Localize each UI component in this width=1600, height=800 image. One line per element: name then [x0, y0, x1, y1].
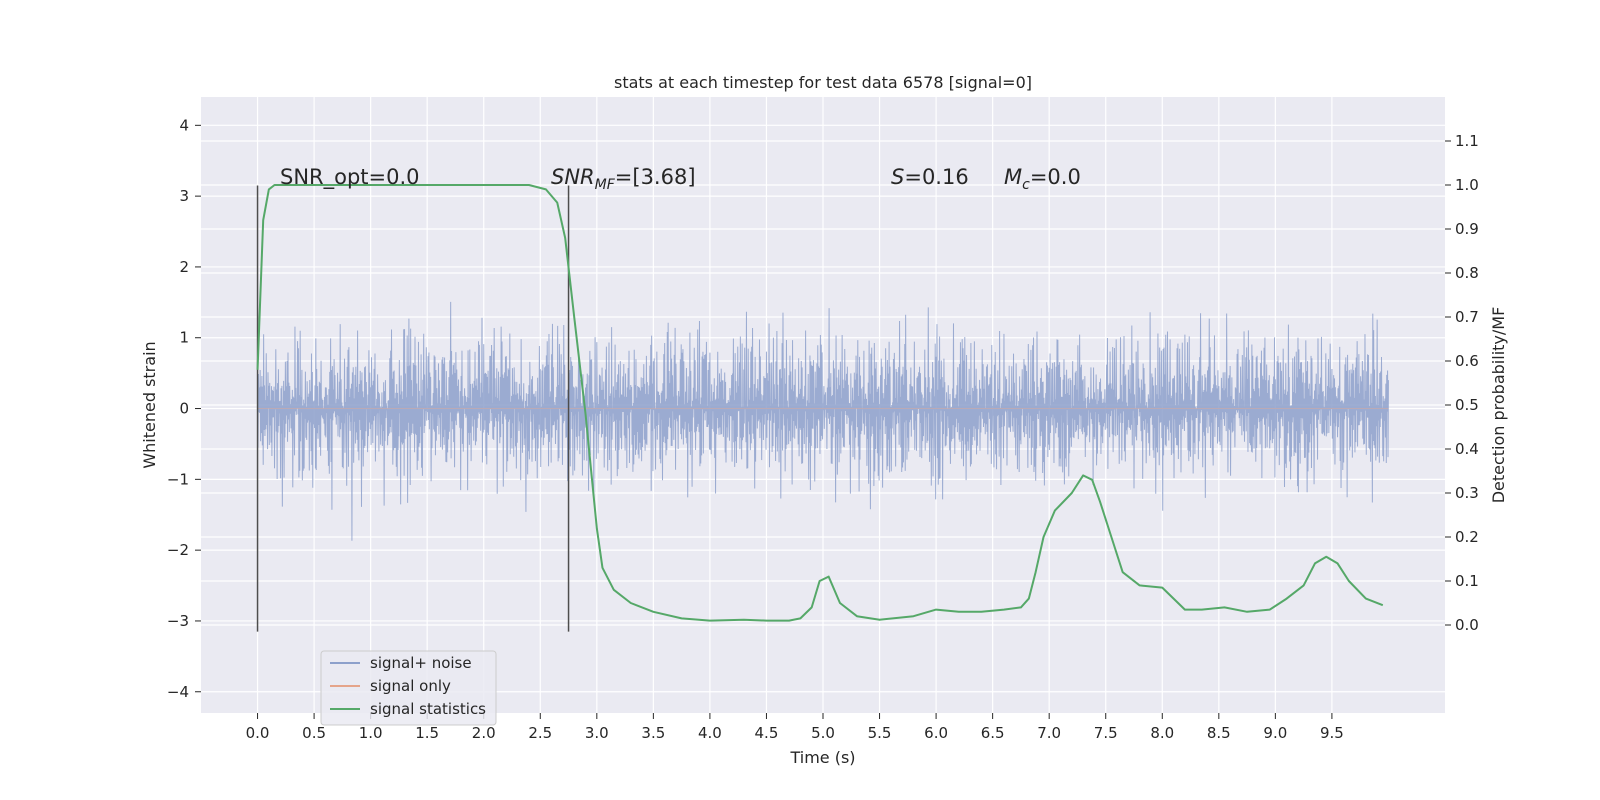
statistics-line [256, 184, 1384, 622]
chart-title: stats at each timestep for test data 657… [614, 73, 1032, 92]
noise-line [257, 301, 1389, 541]
right-y-tick-label: 1.1 [1455, 132, 1479, 150]
x-tick-label: 8.5 [1207, 724, 1231, 742]
x-tick-label: 4.0 [698, 724, 722, 742]
legend-label-noise: signal+ noise [370, 654, 472, 672]
legend-label-signal-only: signal only [370, 677, 451, 695]
x-tick-label: 6.0 [924, 724, 948, 742]
left-y-tick-label: 4 [179, 116, 189, 134]
x-tick-label: 4.5 [755, 724, 779, 742]
x-tick-label: 2.0 [472, 724, 496, 742]
left-y-tick-label: −3 [167, 612, 189, 630]
x-tick-label: 7.0 [1037, 724, 1061, 742]
annotation-snr-opt: SNR_opt=0.0 [280, 165, 420, 190]
legend-box [320, 650, 497, 726]
left-y-tick-label: 3 [179, 187, 189, 205]
annotation-mc: Mc=0.0 [1004, 165, 1081, 193]
x-tick-label: 3.0 [585, 724, 609, 742]
left-y-tick-label: 2 [179, 258, 189, 276]
left-y-tick-label: −2 [167, 541, 189, 559]
legend: signal+ noise signal only signal statist… [320, 650, 497, 726]
right-y-axis-label: Detection probability/MF [1489, 307, 1508, 504]
right-y-tick-label: 0.5 [1455, 396, 1479, 414]
right-y-tick-label: 1.0 [1455, 176, 1479, 194]
x-tick-label: 1.5 [415, 724, 439, 742]
x-axis-label: Time (s) [789, 748, 855, 767]
right-y-tick-label: 0.2 [1455, 528, 1479, 546]
x-tick-label: 5.0 [811, 724, 835, 742]
x-axis-ticks: 0.0 0.5 1.0 1.5 2.0 2.5 3.0 3.5 4.0 4.5 5.0 5.5 6.0 6… [246, 713, 1344, 742]
right-y-tick-label: 0.8 [1455, 264, 1479, 282]
left-y-tick-label: 0 [179, 400, 189, 418]
right-y-tick-label: 0.1 [1455, 572, 1479, 590]
x-tick-label: 0.5 [302, 724, 326, 742]
left-y-axis-ticks: 4 3 2 1 0 −1 −2 −3 −4 [167, 116, 201, 701]
x-tick-label: 2.5 [528, 724, 552, 742]
x-tick-label: 1.0 [359, 724, 383, 742]
left-y-tick-label: −1 [167, 470, 189, 488]
x-tick-label: 9.0 [1263, 724, 1287, 742]
x-tick-label: 6.5 [981, 724, 1005, 742]
x-tick-label: 3.5 [641, 724, 665, 742]
right-y-tick-label: 0.9 [1455, 220, 1479, 238]
right-y-tick-label: 0.0 [1455, 616, 1479, 634]
right-y-tick-label: 0.3 [1455, 484, 1479, 502]
x-tick-label: 8.0 [1150, 724, 1174, 742]
legend-label-statistics: signal statistics [370, 700, 486, 718]
x-tick-label: 7.5 [1094, 724, 1118, 742]
left-y-tick-label: −4 [167, 683, 189, 701]
left-y-axis-label: Whitened strain [140, 341, 159, 468]
left-y-tick-label: 1 [179, 329, 189, 347]
annotation-snr-mf: SNRMF=[3.68] [551, 165, 696, 193]
x-tick-label: 5.5 [868, 724, 892, 742]
right-y-axis-ticks: 1.1 1.0 0.9 0.8 0.7 0.6 0.5 0.4 0.3 0.2 0.1 0.0 [1445, 132, 1479, 634]
x-tick-label: 0.0 [246, 724, 270, 742]
right-y-tick-label: 0.4 [1455, 440, 1479, 458]
annotation-s: S=0.16 [891, 165, 969, 189]
right-y-tick-label: 0.7 [1455, 308, 1479, 326]
noise-series [257, 301, 1389, 541]
statistics-series [256, 184, 1384, 622]
right-y-tick-label: 0.6 [1455, 352, 1479, 370]
x-tick-label: 9.5 [1320, 724, 1344, 742]
